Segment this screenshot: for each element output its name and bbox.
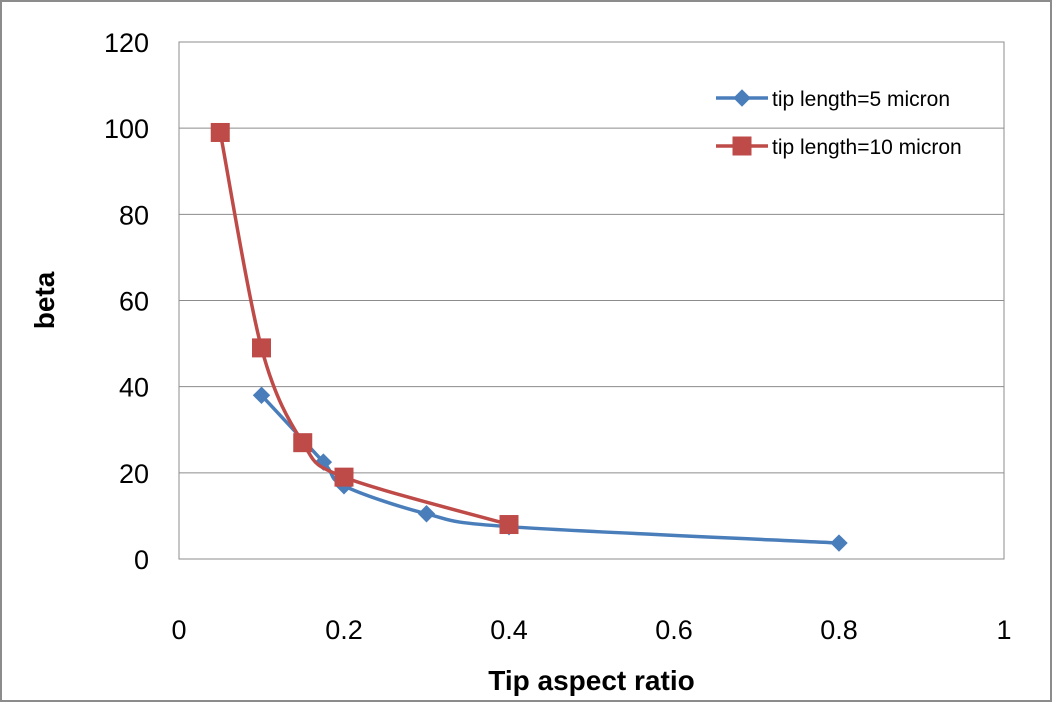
y-tick-label: 100 xyxy=(104,114,149,144)
y-tick-label: 0 xyxy=(134,545,149,575)
data-point xyxy=(830,534,848,552)
x-tick-label: 0.8 xyxy=(820,615,858,645)
x-axis-ticks: 0 0.2 0.4 0.6 0.8 1 xyxy=(171,615,1011,645)
y-tick-label: 60 xyxy=(119,287,149,317)
data-point xyxy=(334,467,354,487)
y-axis-ticks: 0 20 40 60 80 100 120 xyxy=(104,28,149,575)
y-tick-label: 40 xyxy=(119,373,149,403)
data-point xyxy=(252,338,271,358)
data-point xyxy=(252,386,271,404)
legend-entry-1: tip length=5 micron xyxy=(716,88,950,111)
data-point xyxy=(499,515,519,535)
data-point xyxy=(210,122,230,142)
legend: tip length=5 micron tip length=10 micron xyxy=(716,88,962,159)
legend-marker xyxy=(733,89,751,107)
plot-area xyxy=(178,41,1005,560)
y-tick-label: 120 xyxy=(104,28,149,58)
legend-label: tip length=5 micron xyxy=(772,88,950,111)
series-2 xyxy=(210,122,519,535)
data-point xyxy=(293,433,313,453)
x-tick-label: 0 xyxy=(171,615,186,645)
series-line xyxy=(218,132,510,527)
x-tick-label: 1 xyxy=(996,615,1011,645)
y-tick-label: 80 xyxy=(119,200,149,230)
x-axis-title: Tip aspect ratio xyxy=(488,665,694,696)
legend-marker xyxy=(732,136,752,156)
x-tick-label: 0.4 xyxy=(490,615,528,645)
data-point xyxy=(417,505,436,523)
y-axis-title: beta xyxy=(29,271,60,329)
x-tick-label: 0.2 xyxy=(325,615,363,645)
y-tick-label: 20 xyxy=(119,459,149,489)
legend-label: tip length=10 micron xyxy=(772,136,962,159)
x-tick-label: 0.6 xyxy=(655,615,693,645)
series-layer xyxy=(210,122,848,552)
legend-entry-2: tip length=10 micron xyxy=(716,136,962,159)
